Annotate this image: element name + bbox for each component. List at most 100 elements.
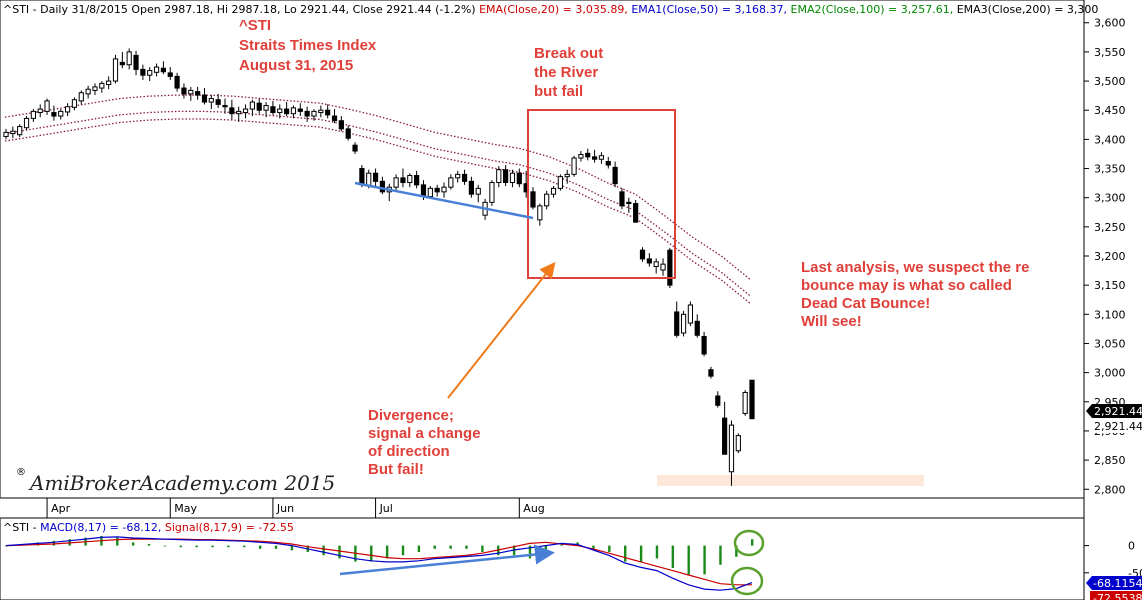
candle-body (23, 117, 30, 129)
candle-body (195, 91, 201, 96)
macd-histogram-bar (417, 545, 421, 552)
candle-body (277, 108, 283, 114)
candle-body (544, 193, 550, 207)
candle (667, 247, 673, 289)
candle (338, 116, 344, 132)
y-tick-label: 3,600 (1094, 17, 1126, 30)
candle-body (448, 177, 454, 188)
candle-body (99, 82, 105, 89)
candle-body (112, 58, 119, 82)
candle-body (284, 108, 290, 115)
candle-body (503, 169, 509, 184)
macd-histogram-bar (243, 545, 246, 548)
candle-body (331, 115, 338, 122)
candle (537, 203, 543, 226)
macd-histogram-bar (131, 542, 135, 546)
candle (722, 401, 728, 455)
candle-body (311, 110, 317, 117)
candle-body (585, 152, 591, 158)
header-segment-0: ^STI - (3, 521, 40, 534)
candle-body (297, 108, 303, 112)
candle (181, 83, 187, 99)
candle-body (372, 172, 379, 182)
candle-body (222, 105, 228, 108)
candle (153, 63, 160, 77)
candle-body (44, 100, 50, 112)
candle (503, 165, 509, 187)
candle-body (325, 109, 331, 116)
candle (167, 67, 173, 80)
candle-body (728, 424, 735, 473)
candle (23, 116, 30, 131)
candle (509, 169, 516, 188)
candle-body (17, 126, 23, 136)
candle (735, 433, 741, 454)
y-tick-label: 3,250 (1094, 221, 1126, 234)
date-x-axis: Apr May Jun Jul Aug (46, 498, 545, 518)
y-tick-label: 3,100 (1094, 308, 1126, 321)
candle (277, 104, 283, 119)
candle-body (208, 98, 214, 103)
candle (660, 258, 666, 276)
candle-body (715, 395, 721, 406)
candle-body (181, 87, 187, 95)
macd-histogram-bar (385, 545, 389, 559)
candle-body (680, 313, 687, 334)
candle (612, 161, 618, 188)
candle (270, 100, 276, 115)
header-segment-1: MACD(8,17) = -68.12, (40, 521, 165, 534)
ema-band (4, 94, 751, 304)
breakout-box (527, 109, 676, 279)
candle (229, 99, 235, 120)
x-tick-label: Apr (51, 502, 71, 515)
candle (544, 190, 550, 210)
y-tick-label: 3,450 (1094, 104, 1126, 117)
candle (201, 88, 208, 105)
candle (633, 200, 639, 223)
candle-body (133, 54, 139, 70)
macd-histogram-bar (751, 539, 754, 546)
candle-body (345, 128, 351, 139)
candle-body (270, 106, 276, 114)
candle (653, 258, 659, 274)
price-header-text: ^STI - Daily 31/8/2015 Open 2987.18, Hi … (3, 3, 1098, 16)
candle (749, 379, 755, 420)
header-segment-3: EMA2(Close,100) = 3,257.61, (791, 3, 957, 16)
candle-body (201, 94, 208, 103)
candle-body (85, 88, 91, 95)
macd-histogram-bar (338, 545, 341, 559)
candle (51, 105, 57, 121)
macd-histogram-bar (592, 545, 595, 549)
candle-body (646, 258, 652, 264)
candle (715, 391, 721, 408)
candle (71, 97, 78, 111)
candle (249, 99, 255, 117)
candle (516, 168, 522, 188)
macd-trendline (339, 544, 555, 576)
candle (557, 174, 563, 191)
macd-histogram-bar (401, 545, 405, 556)
y-tick-label: 3,550 (1094, 46, 1126, 59)
macd-histogram-bar (671, 545, 675, 568)
candle (208, 95, 214, 110)
candle (345, 125, 351, 141)
support-zone (657, 475, 924, 486)
candle-body (290, 107, 297, 115)
candle (99, 81, 105, 93)
candle-body (550, 187, 557, 195)
candle-body (694, 320, 700, 336)
candle-body (509, 172, 516, 184)
y-tick-label: 3,400 (1094, 133, 1126, 146)
candle (85, 85, 91, 99)
candle-body (612, 166, 618, 185)
candle (188, 86, 194, 101)
price-trendline (354, 181, 534, 220)
candle-body (256, 102, 262, 111)
candle-body (37, 108, 43, 114)
macd-header-text: ^STI - MACD(8,17) = -68.12, Signal(8,17,… (3, 521, 294, 534)
candle-body (51, 112, 57, 117)
candle (64, 103, 71, 117)
candle (379, 176, 386, 195)
macd-histogram-bar (322, 545, 325, 556)
